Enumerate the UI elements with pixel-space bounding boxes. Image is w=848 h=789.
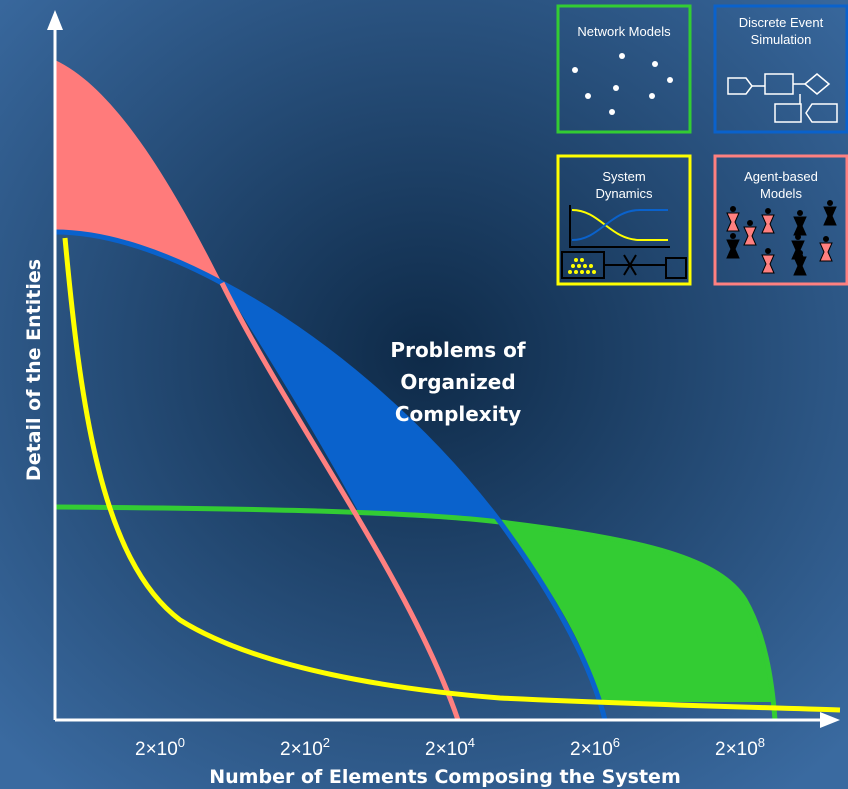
tick-exponent: 8 — [758, 735, 765, 750]
x-axis-title: Number of Elements Composing the System — [209, 766, 681, 788]
annotation-line: Complexity — [395, 402, 521, 426]
box-label: Agent-based — [744, 169, 818, 184]
tick-base: 2×10 — [570, 739, 613, 760]
annotation-line: Organized — [400, 370, 515, 394]
diagram: Problems of Organized Complexity 2×1002×… — [0, 0, 848, 789]
tick-base: 2×10 — [425, 739, 468, 760]
tick-base: 2×10 — [135, 739, 178, 760]
tick-base: 2×10 — [715, 739, 758, 760]
tick-exponent: 6 — [613, 735, 620, 750]
x-tick-label: 2×108 — [715, 735, 765, 760]
tick-base: 2×10 — [280, 739, 323, 760]
x-tick-label: 2×104 — [425, 735, 475, 760]
x-tick-label: 2×106 — [570, 735, 620, 760]
box-label: Network Models — [577, 24, 671, 39]
tick-exponent: 0 — [178, 735, 185, 750]
tick-exponent: 2 — [323, 735, 330, 750]
box-label: Simulation — [751, 32, 812, 47]
box-label: System — [602, 169, 645, 184]
x-tick-label: 2×102 — [280, 735, 330, 760]
y-axis-title: Detail of the Entities — [23, 259, 45, 481]
annotation: Problems of Organized Complexity — [390, 338, 525, 426]
x-tick-label: 2×100 — [135, 735, 185, 760]
annotation-line: Problems of — [390, 338, 525, 362]
box-label: Models — [760, 186, 802, 201]
box-label: Dynamics — [595, 186, 653, 201]
tick-exponent: 4 — [468, 735, 475, 750]
box-label: Discrete Event — [739, 15, 824, 30]
